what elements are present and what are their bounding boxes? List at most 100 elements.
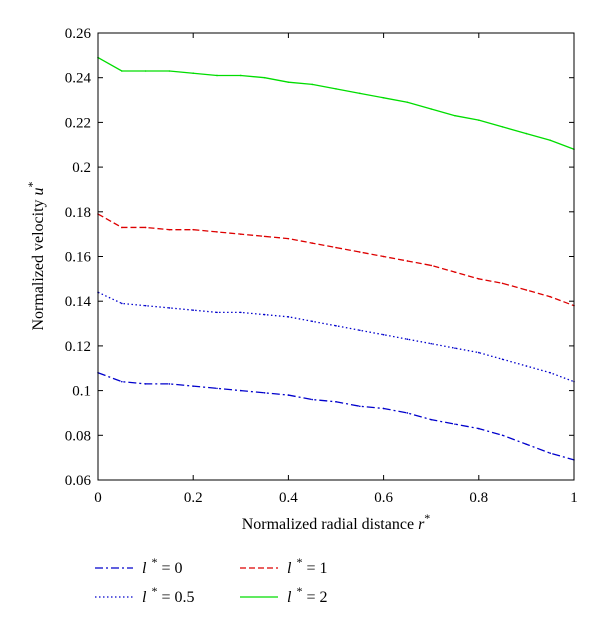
legend-item: l * = 0 xyxy=(95,555,182,577)
data-point xyxy=(216,311,218,314)
data-point xyxy=(525,365,528,367)
plot-frame xyxy=(97,32,575,481)
data-point xyxy=(121,226,123,229)
series-0 xyxy=(97,371,575,461)
data-point xyxy=(287,394,290,396)
data-point xyxy=(454,271,456,273)
y-tick-label: 0.24 xyxy=(65,71,92,87)
x-tick-label: 0 xyxy=(94,490,102,506)
data-point xyxy=(144,226,147,229)
data-point xyxy=(478,119,480,121)
data-point xyxy=(406,260,409,262)
data-point xyxy=(525,443,528,446)
data-point xyxy=(311,320,314,323)
data-point xyxy=(240,389,242,392)
data-point xyxy=(430,108,433,110)
data-point xyxy=(478,351,480,354)
y-tick-label: 0.12 xyxy=(65,339,91,355)
legend-item: l * = 2 xyxy=(240,584,327,606)
data-point xyxy=(501,434,504,437)
data-point xyxy=(549,295,551,298)
y-axis-label: Normalized velocity u* xyxy=(25,181,47,330)
data-point xyxy=(311,83,314,86)
data-point xyxy=(525,132,528,135)
data-point xyxy=(406,101,409,104)
data-point xyxy=(454,423,456,425)
y-axis-ticks: 0.06 0.08 0.1 0.12 0.14 0.16 0.18 0.2 0.22 0.24 0.… xyxy=(65,26,574,489)
data-point xyxy=(382,407,385,410)
data-point xyxy=(287,81,290,83)
series-line xyxy=(97,213,575,307)
y-tick-label: 0.18 xyxy=(65,205,91,221)
y-tick-label: 0.06 xyxy=(65,473,92,489)
data-point xyxy=(549,139,551,142)
legend-label: l * = 1 xyxy=(287,555,327,577)
x-tick-label: 0.8 xyxy=(469,490,488,506)
y-tick-label: 0.08 xyxy=(65,428,91,444)
data-point xyxy=(216,231,218,233)
legend-label: l * = 0 xyxy=(142,555,182,577)
series-line xyxy=(97,291,575,383)
legend: l * = 0 l * = 0.5 l * = 1 l * = 2 xyxy=(95,555,327,606)
data-point xyxy=(168,228,171,231)
legend-label: l * = 2 xyxy=(287,584,327,606)
x-axis-ticks: 0 0.2 0.4 0.6 0.8 1 xyxy=(94,33,578,506)
data-point xyxy=(501,358,504,361)
data-point xyxy=(311,242,314,244)
data-point xyxy=(144,383,147,385)
y-tick-label: 0.1 xyxy=(72,384,91,400)
data-point xyxy=(144,304,147,307)
data-point xyxy=(382,333,385,336)
data-point xyxy=(406,412,409,414)
data-point xyxy=(335,88,337,90)
data-point xyxy=(335,400,337,403)
data-point xyxy=(121,70,123,72)
data-point xyxy=(478,427,480,430)
data-point xyxy=(240,74,242,77)
data-point xyxy=(335,246,337,249)
data-point xyxy=(525,289,528,291)
data-point xyxy=(430,418,433,421)
series-1 xyxy=(97,291,575,383)
data-point xyxy=(382,97,385,99)
data-point xyxy=(263,235,266,238)
series-2 xyxy=(97,213,575,307)
legend-label: l * = 0.5 xyxy=(142,584,194,606)
legend-item: l * = 0.5 xyxy=(95,584,194,606)
data-point xyxy=(359,405,361,408)
y-tick-label: 0.22 xyxy=(65,115,91,131)
y-tick-label: 0.14 xyxy=(65,294,92,310)
data-point xyxy=(168,70,171,72)
data-point xyxy=(501,282,504,285)
data-point xyxy=(216,387,218,390)
data-point xyxy=(359,251,361,253)
legend-item: l * = 1 xyxy=(240,555,327,577)
data-point xyxy=(168,383,171,385)
data-point xyxy=(549,452,551,454)
data-point xyxy=(263,76,266,79)
data-point xyxy=(478,278,480,280)
y-tick-label: 0.2 xyxy=(72,160,91,176)
y-tick-label: 0.16 xyxy=(65,250,92,266)
data-point xyxy=(240,233,242,235)
data-point xyxy=(382,255,385,258)
data-point xyxy=(430,264,433,267)
data-point xyxy=(430,342,433,345)
data-point xyxy=(287,237,290,240)
data-point xyxy=(192,385,194,387)
x-tick-label: 1 xyxy=(570,490,578,506)
data-point xyxy=(263,392,266,394)
data-point xyxy=(311,398,314,401)
data-point xyxy=(216,74,218,77)
data-point xyxy=(359,92,361,95)
data-point xyxy=(240,311,242,314)
data-point xyxy=(263,313,266,316)
x-tick-label: 0.2 xyxy=(184,490,203,506)
data-point xyxy=(168,307,171,309)
series-group xyxy=(97,56,575,461)
data-point xyxy=(192,228,194,231)
series-line xyxy=(97,372,575,461)
data-point xyxy=(192,309,194,311)
data-point xyxy=(335,324,337,327)
